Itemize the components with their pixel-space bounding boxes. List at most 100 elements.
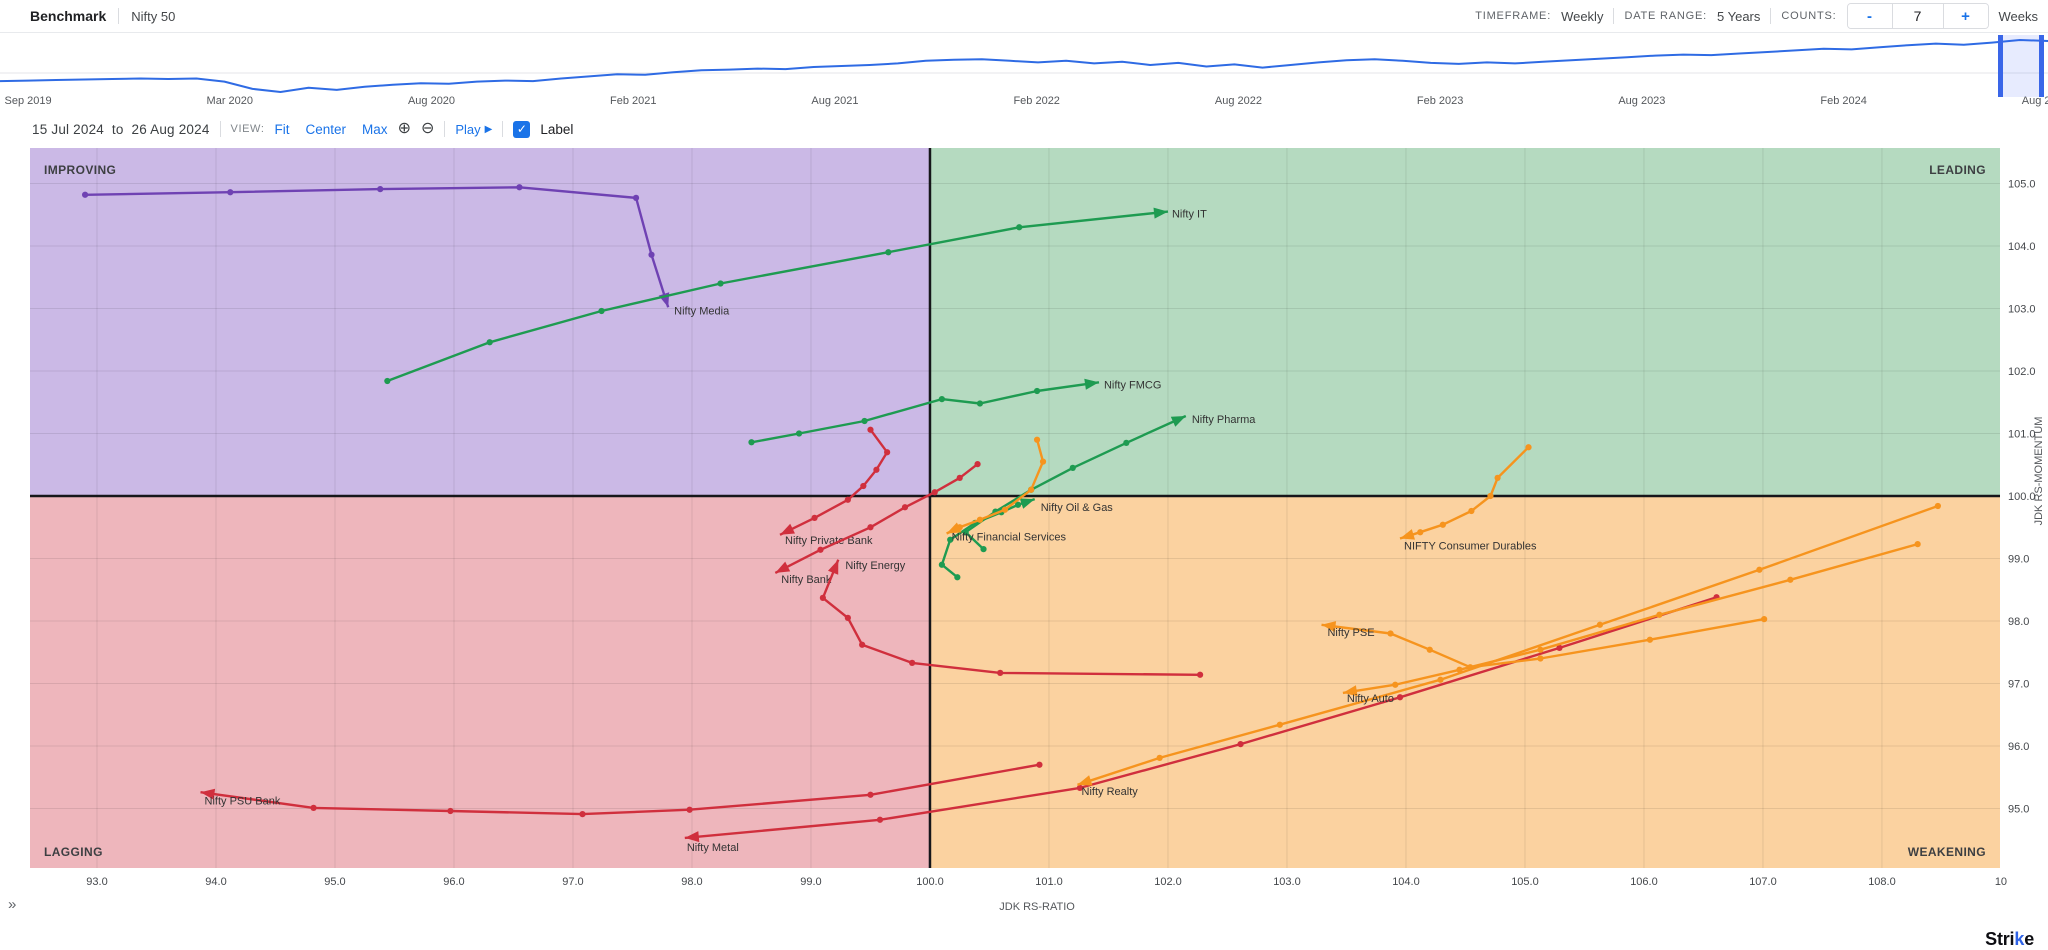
view-center-button[interactable]: Center — [305, 121, 347, 137]
expand-panel-icon[interactable]: » — [8, 896, 17, 913]
y-tick-label: 105.0 — [2008, 179, 2036, 191]
trail-nifty-metal[interactable]: Nifty Metal — [684, 594, 1720, 854]
trail-point — [860, 482, 867, 490]
date-range-value[interactable]: 5 Years — [1717, 8, 1761, 24]
trail-nifty-auto[interactable]: Nifty Auto — [1342, 541, 1921, 705]
benchmark-price-line — [0, 39, 2048, 93]
zoom-out-icon[interactable]: ⊖ — [420, 120, 435, 137]
y-tick-label: 101.0 — [2008, 429, 2036, 441]
trail-point — [1756, 566, 1763, 573]
trail-point — [717, 280, 724, 287]
trail-nifty-consumer-durables[interactable]: NIFTY Consumer Durables — [1399, 444, 1537, 553]
trail-nifty-private-bank[interactable]: Nifty Private Bank — [779, 426, 891, 547]
trail-nifty-psu-bank[interactable]: Nifty PSU Bank — [200, 761, 1043, 818]
trail-label-nifty-fmcg[interactable]: Nifty FMCG — [1104, 379, 1161, 391]
trail-point — [648, 251, 655, 258]
trail-point — [1556, 644, 1563, 651]
trail-point — [1392, 681, 1399, 688]
trail-nifty-pse[interactable]: Nifty PSE — [1321, 616, 1768, 671]
timeline-tick: Aug 2020 — [407, 95, 456, 107]
timeline-tick: Aug 2022 — [1214, 95, 1262, 107]
trail-point — [1596, 621, 1604, 628]
trail-point — [1033, 436, 1041, 443]
trail-nifty-it[interactable]: Nifty IT — [384, 207, 1207, 385]
trail-label-nifty-psu-bank[interactable]: Nifty PSU Bank — [205, 795, 281, 807]
y-tick-label: 103.0 — [2008, 304, 2036, 316]
y-tick-label: 99.0 — [2008, 554, 2029, 566]
x-tick-label: 93.0 — [86, 876, 107, 888]
trail-nifty-bank[interactable]: Nifty Bank — [774, 461, 981, 586]
trail-nifty-oil-gas[interactable]: Nifty Oil & Gas — [938, 497, 1114, 581]
trail-label-nifty-realty[interactable]: Nifty Realty — [1082, 786, 1139, 798]
counts-decrement-button[interactable]: - — [1847, 4, 1892, 28]
trail-point — [859, 641, 866, 648]
play-triangle-icon: ▶ — [484, 123, 493, 135]
trail-point — [748, 439, 755, 446]
trail-point — [1487, 492, 1494, 500]
trail-arrowhead — [1400, 529, 1415, 540]
trail-point — [1028, 486, 1035, 493]
view-fit-button[interactable]: Fit — [274, 121, 290, 137]
trail-point — [1467, 664, 1474, 671]
timeline-tick: Aug 2021 — [811, 95, 859, 107]
trail-point — [884, 449, 891, 456]
x-tick-label: 104.0 — [1392, 876, 1420, 888]
trail-label-nifty-bank[interactable]: Nifty Bank — [781, 574, 832, 586]
trail-point — [901, 504, 909, 511]
trail-point — [516, 184, 523, 191]
trail-point — [81, 191, 89, 198]
quadrant-lagging — [30, 496, 930, 868]
trail-nifty-fmcg[interactable]: Nifty FMCG — [748, 378, 1161, 446]
trail-point — [1123, 439, 1130, 446]
trail-nifty-realty[interactable]: Nifty Realty — [1077, 502, 1941, 798]
trail-point — [1761, 616, 1768, 623]
trail-arrowhead — [946, 522, 962, 534]
y-tick-label: 104.0 — [2008, 241, 2036, 253]
trail-point — [976, 516, 984, 523]
zoom-in-icon[interactable]: ⊕ — [397, 120, 411, 137]
trail-arrowhead — [1084, 378, 1099, 390]
trail-point — [1001, 506, 1009, 513]
x-tick-label: 97.0 — [562, 876, 583, 888]
trail-point — [938, 396, 945, 403]
trail-arrowhead — [1077, 775, 1093, 786]
trail-label-nifty-oil-gas[interactable]: Nifty Oil & Gas — [1041, 502, 1114, 514]
trail-point — [686, 806, 693, 813]
trail-nifty-energy[interactable]: Nifty Energy — [819, 559, 1204, 678]
play-button[interactable]: Play ▶ — [455, 121, 493, 137]
trail-point — [1039, 458, 1047, 465]
trail-label-nifty-auto[interactable]: Nifty Auto — [1347, 693, 1394, 705]
timeline-tick: Aug 2024 — [2021, 95, 2048, 107]
trail-point — [1646, 636, 1654, 643]
check-icon: ✓ — [516, 122, 527, 136]
trail-point — [579, 811, 586, 818]
trail-label-nifty-media[interactable]: Nifty Media — [674, 305, 730, 317]
trail-label-nifty-metal[interactable]: Nifty Metal — [687, 842, 739, 854]
benchmark-label: Benchmark — [30, 8, 107, 24]
trail-point — [1197, 671, 1204, 678]
trail-nifty-financial-services[interactable]: Nifty Financial Services — [946, 436, 1067, 544]
timeline-selection-window[interactable] — [1998, 35, 2044, 97]
trail-label-nifty-pse[interactable]: Nifty PSE — [1327, 627, 1374, 639]
benchmark-timeline[interactable]: Sep 2019 Mar 2020 Aug 2020 Feb 2021 Aug 2021… — [0, 33, 2048, 115]
label-checkbox[interactable]: ✓ — [513, 120, 531, 138]
trail-label-nifty-pharma[interactable]: Nifty Pharma — [1192, 414, 1256, 426]
trail-label-nifty-it[interactable]: Nifty IT — [1172, 209, 1207, 221]
trail-label-nifty-consumer-durables[interactable]: NIFTY Consumer Durables — [1404, 541, 1537, 553]
x-tick-label: 106.0 — [1630, 876, 1658, 888]
timeframe-value[interactable]: Weekly — [1561, 8, 1604, 24]
y-axis-title: JDK RS-MOMENTUM — [2033, 417, 2045, 526]
view-max-button[interactable]: Max — [362, 121, 388, 137]
x-axis-title: JDK RS-RATIO — [999, 901, 1075, 913]
benchmark-value[interactable]: Nifty 50 — [131, 8, 176, 24]
trail-label-nifty-private-bank[interactable]: Nifty Private Bank — [785, 535, 873, 547]
divider — [444, 121, 446, 137]
divider — [1613, 8, 1615, 24]
trail-label-nifty-energy[interactable]: Nifty Energy — [845, 560, 905, 572]
trail-point — [1387, 630, 1394, 637]
trail-label-nifty-financial-services[interactable]: Nifty Financial Services — [952, 532, 1067, 544]
trail-arrowhead — [200, 788, 216, 800]
counts-increment-button[interactable]: + — [1943, 4, 1988, 28]
trail-point — [1237, 741, 1244, 748]
